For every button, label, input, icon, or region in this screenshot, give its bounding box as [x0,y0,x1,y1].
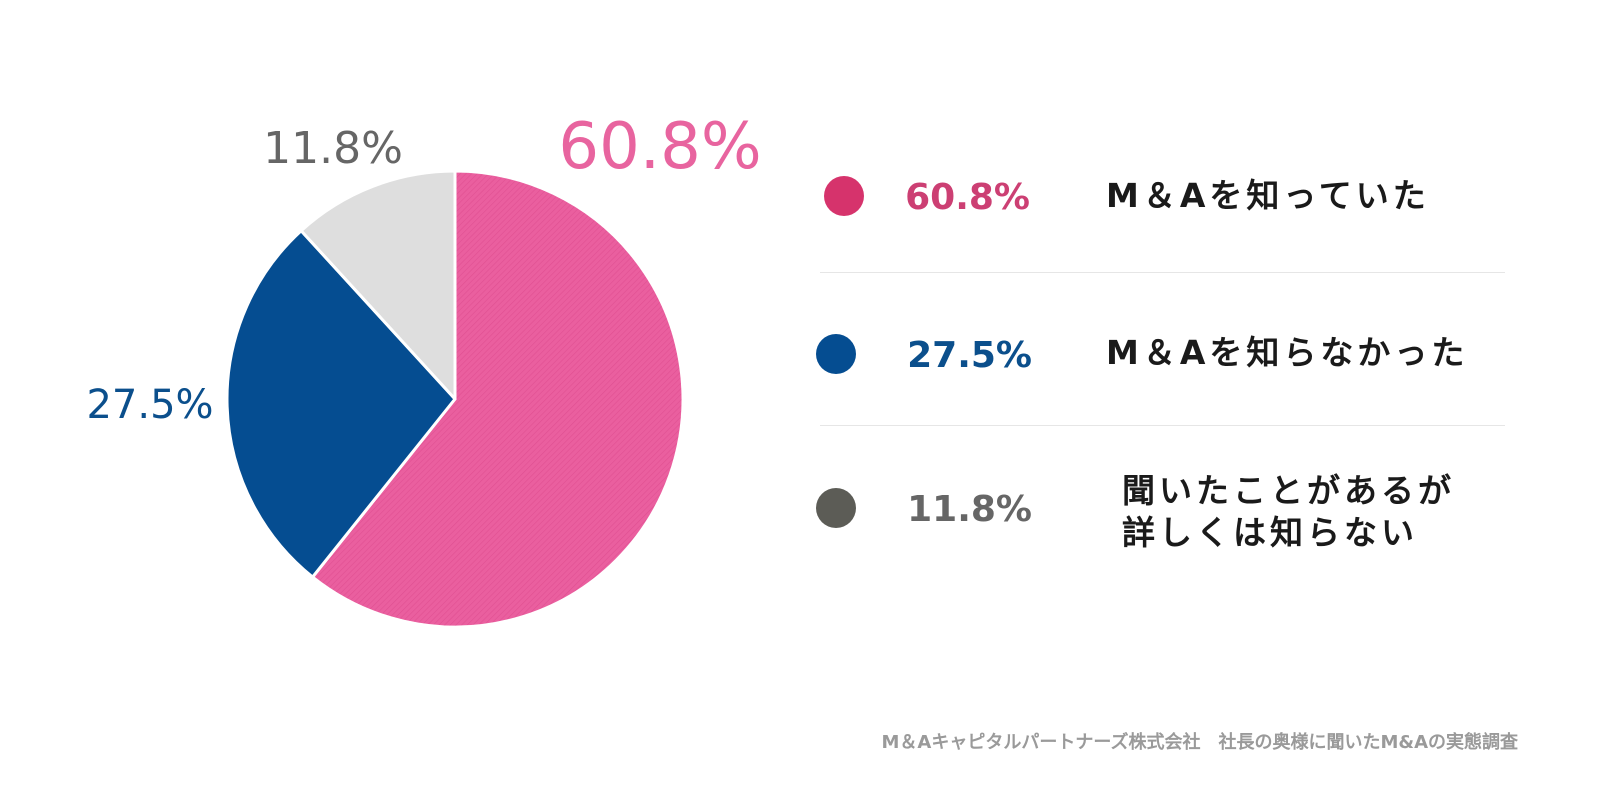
pie-slices [225,169,685,629]
legend-dot-icon [824,176,864,216]
pie-slice-heard [299,169,457,401]
legend-label-line: M＆Aを知っていた [1106,176,1430,215]
legend-item-known: 60.8% M＆Aを知っていた [820,130,1505,280]
pie-label-known: 60.8% [558,110,761,184]
pie-slice-known [311,169,685,629]
pie-label-heard: 11.8% [263,123,403,174]
legend-dot-icon [816,334,856,374]
legend-label-line: 聞いたことがあるが [1122,471,1455,510]
legend-dot-icon [816,488,856,528]
pie-label-not-known: 27.5% [86,382,213,428]
legend-item-not-known: 27.5% M＆Aを知らなかった [816,286,1505,436]
legend-label: M＆Aを知っていた [1106,176,1430,216]
pie-slice-not-known [225,229,457,579]
source-note: M＆Aキャピタルパートナーズ株式会社 社長の奥様に聞いたM&Aの実態調査 [881,732,1518,753]
legend-value: 11.8% [907,489,1032,530]
legend-label: 聞いたことがあるが 詳しくは知らない [1122,470,1455,554]
legend-label-line: M＆Aを知らなかった [1106,333,1469,372]
legend-value: 60.8% [905,177,1030,218]
legend-divider [820,272,1505,273]
legend-item-heard: 11.8% 聞いたことがあるが 詳しくは知らない [816,440,1505,590]
legend-label: M＆Aを知らなかった [1106,333,1468,373]
pie-value-labels: 60.8% 27.5% 11.8% [86,110,761,428]
legend-label-line: 詳しくは知らない [1122,513,1418,552]
legend-value: 27.5% [907,335,1032,376]
legend-divider [820,425,1505,426]
